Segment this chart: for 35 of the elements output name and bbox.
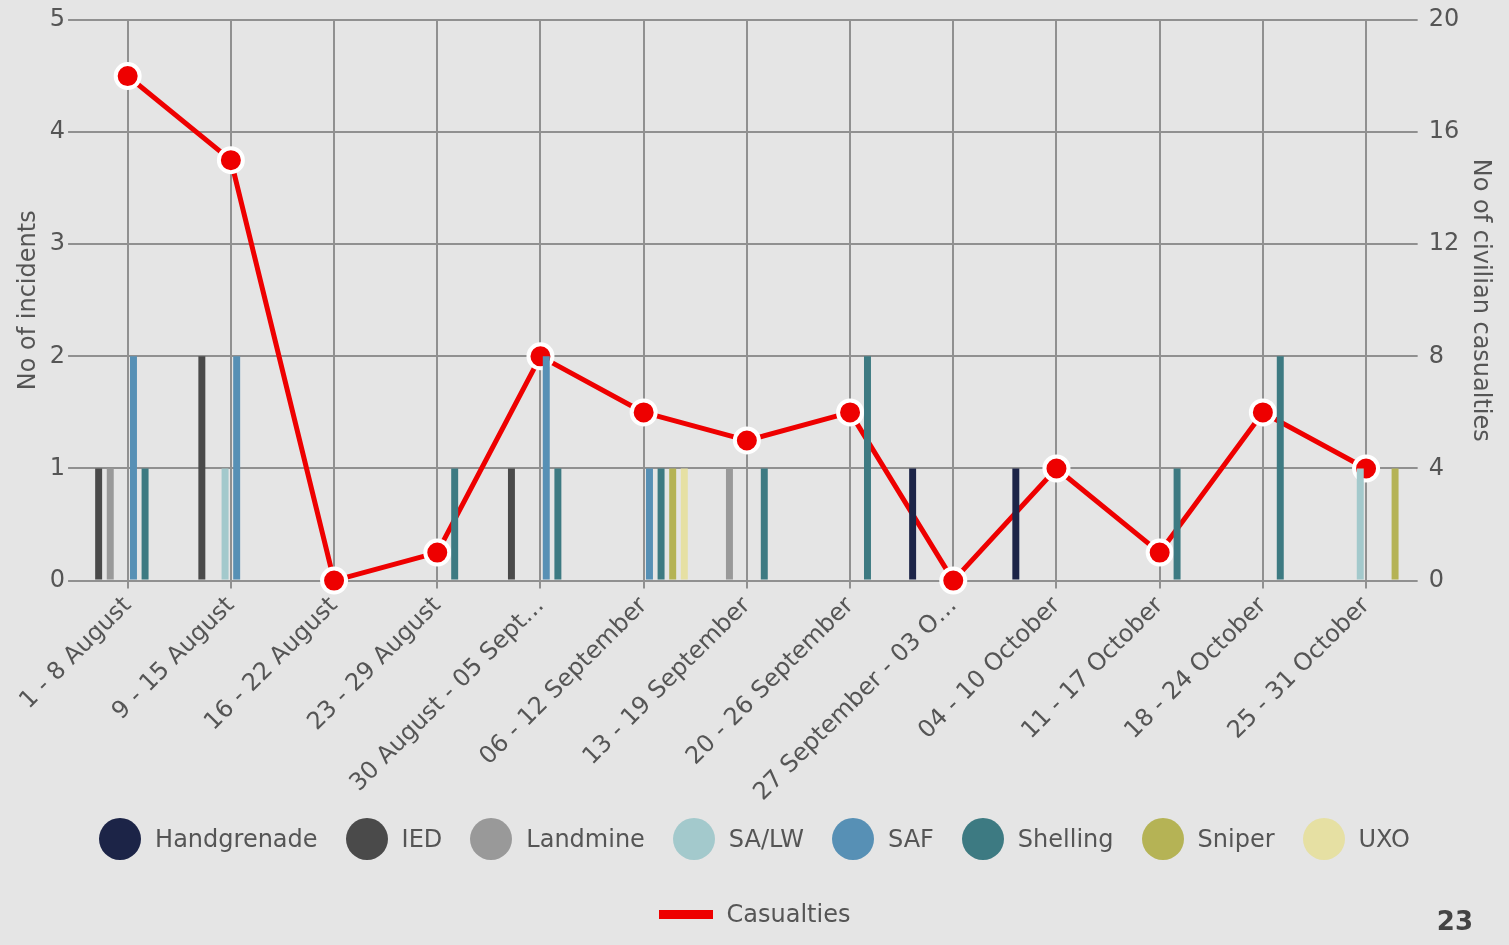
- y2-tick-label: 8: [1428, 340, 1444, 369]
- legend-label: Landmine: [526, 825, 645, 853]
- point: [836, 398, 865, 427]
- y2-tick-label: 0: [1428, 564, 1444, 593]
- point: [939, 566, 968, 595]
- legend-label: Sniper: [1197, 825, 1275, 853]
- point: [113, 62, 142, 91]
- point: [732, 426, 761, 455]
- point: [1145, 538, 1174, 567]
- y-tick-label: 2: [49, 340, 66, 369]
- point: [320, 566, 349, 595]
- legend-label: Casualties: [726, 900, 851, 928]
- legend-label: UXO: [1358, 825, 1410, 853]
- point: [629, 398, 658, 427]
- y2-tick-label: 20: [1428, 4, 1460, 33]
- y2-tick-label: 16: [1428, 116, 1460, 145]
- y2-tick-label: 12: [1428, 228, 1460, 257]
- y-tick-label: 4: [49, 116, 66, 145]
- point: [1248, 398, 1277, 427]
- y-tick-label: 0: [49, 564, 66, 593]
- legend-label: IED: [401, 825, 443, 853]
- legend-label: SA/LW: [728, 825, 804, 853]
- legend-label: SAF: [887, 825, 934, 853]
- point: [423, 538, 452, 567]
- text: 23: [1436, 906, 1473, 936]
- point: [1042, 454, 1071, 483]
- point: [216, 146, 245, 175]
- y2-tick-label: 4: [1428, 452, 1444, 481]
- legend-label: Handgrenade: [155, 825, 318, 853]
- y2-axis-title: No of civilian casualties: [1468, 158, 1497, 442]
- y-axis-title: No of incidents: [12, 210, 41, 391]
- y-tick-label: 3: [49, 228, 66, 257]
- legend-label: Shelling: [1017, 825, 1114, 853]
- y-tick-label: 5: [49, 4, 66, 33]
- y-tick-label: 1: [49, 452, 66, 481]
